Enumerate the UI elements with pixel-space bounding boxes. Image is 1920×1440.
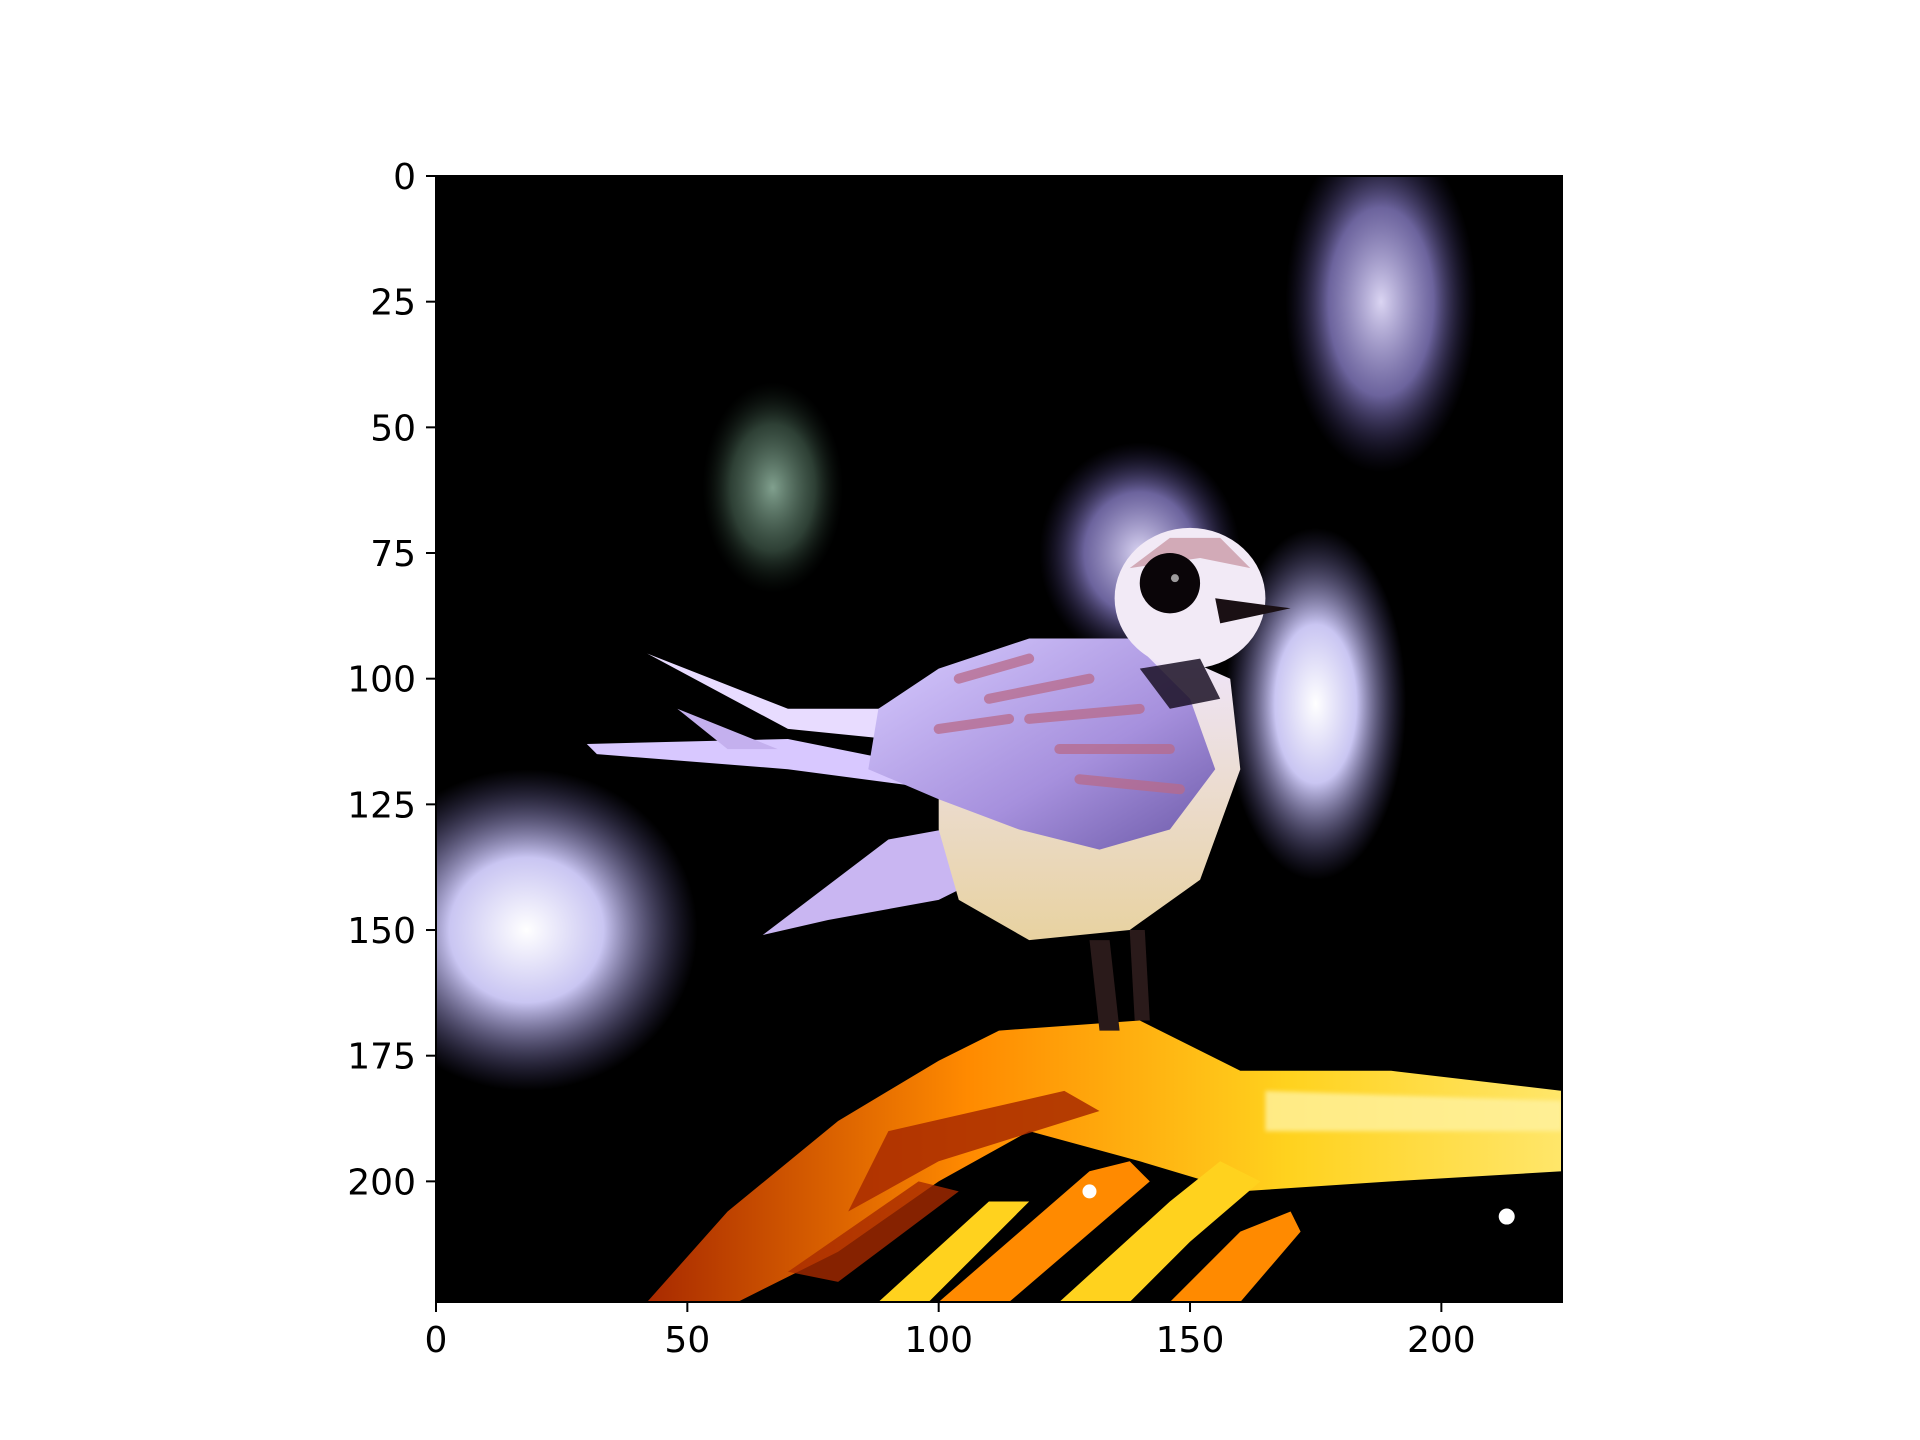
y-tick-label: 150: [347, 911, 416, 952]
branch-twig-4: [878, 1201, 1030, 1302]
bird-tail-lower: [586, 739, 939, 790]
x-axis: 0 50 100 150 200: [425, 1302, 1476, 1361]
wing-stripe: [933, 713, 1015, 734]
branch-twig-1: [938, 1161, 1150, 1302]
y-axis: 0 25 50 75 100 125 150 175 200: [347, 157, 436, 1203]
branch: [647, 1020, 1562, 1302]
branch-shadow-2: [787, 1181, 959, 1282]
bird-photo: [436, 176, 1562, 1302]
x-tick-label: 0: [425, 1320, 448, 1361]
bird-beak: [1215, 598, 1291, 624]
bird-wing: [868, 638, 1216, 850]
y-tick-label: 200: [347, 1162, 416, 1203]
bird-tail-mid: [677, 708, 778, 750]
y-tick-label: 50: [370, 408, 416, 449]
y-tick-label: 0: [393, 157, 416, 198]
bokeh-spot-top-right: [1285, 176, 1477, 473]
branch-shadow: [848, 1090, 1100, 1212]
axes-frame: [435, 175, 1563, 1303]
bird-eye-patch: [1139, 553, 1201, 614]
x-tick-label: 200: [1407, 1320, 1476, 1361]
y-tick-label: 25: [370, 283, 416, 324]
wing-stripe: [953, 653, 1035, 684]
speck-1: [1082, 1184, 1097, 1199]
branch-twig-3: [1169, 1211, 1301, 1302]
wing-stripe: [983, 673, 1095, 704]
x-tick-label: 50: [664, 1320, 710, 1361]
bird-tail-upper: [647, 653, 899, 739]
branch-highlight: [1265, 1090, 1562, 1132]
bird-shoulder: [1139, 658, 1221, 709]
bird: [586, 527, 1291, 1031]
x-tick-label: 100: [904, 1320, 973, 1361]
speck-2: [1498, 1208, 1515, 1225]
plot-area: [436, 176, 1562, 1302]
branch-main: [647, 1020, 1562, 1302]
bird-eye-glint: [1170, 574, 1179, 583]
y-tick-label: 100: [347, 660, 416, 701]
wing-stripe: [1074, 774, 1185, 795]
y-tick-label: 75: [370, 534, 416, 575]
branch-twig-2: [1059, 1161, 1261, 1302]
bokeh-spot-green: [702, 382, 844, 594]
y-tick-label: 175: [347, 1037, 416, 1078]
bokeh-spot-left: [436, 769, 698, 1091]
y-tick-label: 125: [347, 785, 416, 826]
bird-leg-2: [1129, 930, 1150, 1021]
bird-leg: [1089, 940, 1120, 1031]
bokeh-spot-right: [1225, 527, 1407, 880]
wing-stripe: [1024, 703, 1145, 724]
x-tick-label: 150: [1156, 1320, 1225, 1361]
